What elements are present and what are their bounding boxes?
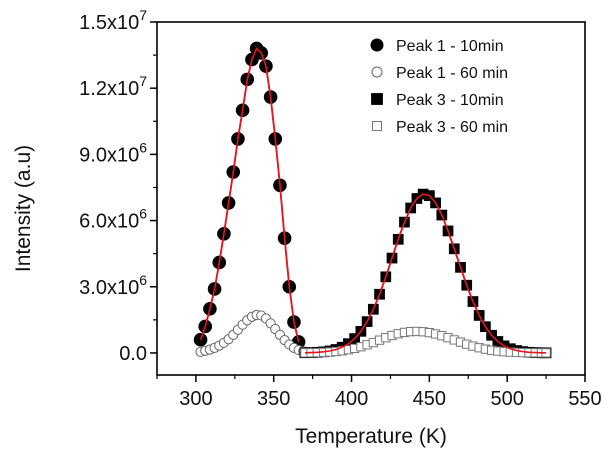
y-tick-exponent-3: 6 bbox=[139, 139, 147, 155]
y-tick-label-5: 1.5x107 bbox=[79, 7, 147, 34]
x-tick-label-0: 300 bbox=[179, 388, 212, 410]
y-tick-mantissa-2: 6.0x10 bbox=[79, 211, 139, 233]
x-tick-label-3: 450 bbox=[413, 388, 446, 410]
legend-item-0: Peak 1 - 10min bbox=[370, 38, 504, 55]
y-tick-mantissa-1: 3.0x10 bbox=[79, 277, 139, 299]
y-tick-mantissa-0: 0.0 bbox=[119, 343, 147, 365]
x-tick-label-1: 350 bbox=[257, 388, 290, 410]
legend-marker-3 bbox=[372, 121, 382, 131]
y-tick-mantissa-4: 1.2x10 bbox=[79, 78, 139, 100]
legend: Peak 1 - 10min Peak 1 - 60 min Peak 3 - 10… bbox=[370, 38, 508, 136]
y-tick-exponent-4: 7 bbox=[139, 73, 147, 89]
data-point-series-0-0 bbox=[193, 332, 208, 347]
y-tick-label-3: 9.0x106 bbox=[79, 139, 147, 166]
legend-label-1: Peak 1 - 60 min bbox=[396, 65, 508, 82]
legend-marker-1 bbox=[371, 66, 383, 78]
legend-marker-2 bbox=[371, 93, 383, 105]
y-tick-mantissa-5: 1.5x10 bbox=[79, 12, 139, 34]
legend-label-0: Peak 1 - 10min bbox=[396, 38, 504, 55]
y-tick-mantissa-3: 9.0x10 bbox=[79, 144, 139, 166]
legend-label-3: Peak 3 - 60 min bbox=[396, 119, 508, 136]
y-tick-label-2: 6.0x106 bbox=[79, 206, 147, 233]
x-tick-label-5: 550 bbox=[568, 388, 601, 410]
fit-line-series-0 bbox=[199, 46, 300, 343]
legend-item-1: Peak 1 - 60 min bbox=[371, 65, 508, 82]
series-0 bbox=[193, 41, 306, 349]
y-tick-label-4: 1.2x107 bbox=[79, 73, 147, 100]
legend-marker-0 bbox=[370, 38, 384, 52]
legend-item-2: Peak 3 - 10min bbox=[371, 92, 504, 109]
y-tick-exponent-1: 6 bbox=[139, 272, 147, 288]
axes: 300 350 400 450 500 5500.03.0x1066.0x1069.0x1… bbox=[12, 7, 602, 448]
x-axis-label: Temperature (K) bbox=[295, 425, 447, 448]
y-tick-exponent-2: 6 bbox=[139, 206, 147, 222]
legend-item-3: Peak 3 - 60 min bbox=[372, 119, 508, 136]
data-points bbox=[193, 41, 552, 359]
y-tick-label-1: 3.0x106 bbox=[79, 272, 147, 299]
y-axis-label: Intensity (a.u) bbox=[12, 145, 35, 272]
x-tick-label-4: 500 bbox=[490, 388, 523, 410]
fit-line-overlay-series-2 bbox=[304, 193, 547, 354]
legend-label-2: Peak 3 - 10min bbox=[396, 92, 504, 109]
y-tick-label-0: 0.0 bbox=[119, 343, 147, 365]
plot-frame bbox=[156, 21, 586, 376]
x-tick-label-2: 400 bbox=[335, 388, 368, 410]
y-tick-exponent-5: 7 bbox=[139, 7, 147, 23]
fit-line-overlay-series-0 bbox=[199, 47, 300, 343]
